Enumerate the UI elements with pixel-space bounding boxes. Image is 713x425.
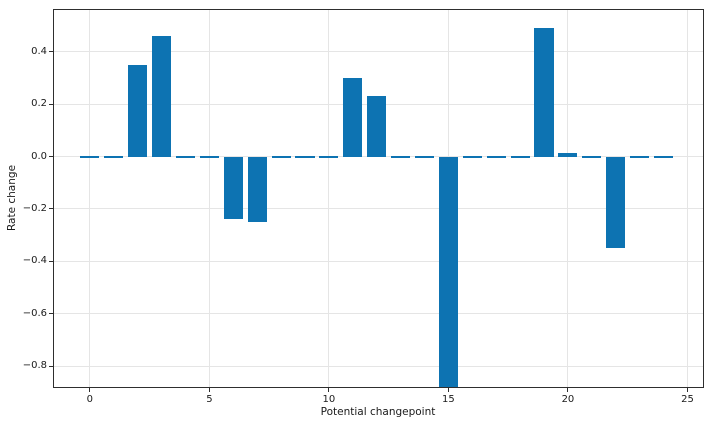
y-tick-label: 0.2 bbox=[31, 98, 47, 110]
bar bbox=[606, 156, 626, 249]
bar bbox=[558, 152, 578, 157]
bar bbox=[247, 156, 267, 223]
zero-bar bbox=[462, 155, 482, 158]
v-gridline bbox=[567, 10, 569, 387]
y-tick bbox=[49, 156, 53, 158]
x-tick bbox=[567, 388, 569, 392]
x-tick-label: 15 bbox=[442, 394, 455, 405]
v-gridline bbox=[328, 10, 330, 387]
bar bbox=[223, 156, 243, 220]
x-tick-label: 25 bbox=[681, 394, 694, 405]
h-gridline bbox=[54, 260, 703, 262]
h-gridline bbox=[54, 156, 703, 158]
x-tick bbox=[447, 388, 449, 392]
plot-area bbox=[53, 9, 704, 388]
h-gridline bbox=[54, 51, 703, 53]
y-tick-label: 0.0 bbox=[31, 150, 47, 162]
zero-bar bbox=[510, 155, 530, 158]
v-gridline bbox=[208, 10, 210, 387]
x-tick-label: 5 bbox=[206, 394, 213, 405]
bar bbox=[343, 78, 363, 157]
y-axis-label: Rate change bbox=[6, 164, 18, 232]
h-gridline bbox=[54, 365, 703, 367]
h-gridline bbox=[54, 313, 703, 315]
y-tick bbox=[49, 51, 53, 53]
v-gridline bbox=[686, 10, 688, 387]
zero-bar bbox=[653, 155, 674, 158]
y-tick bbox=[49, 260, 53, 262]
y-tick-label: −0.6 bbox=[22, 307, 47, 319]
x-tick-label: 0 bbox=[86, 394, 94, 405]
x-tick-label: 10 bbox=[322, 394, 336, 405]
zero-bar bbox=[486, 155, 506, 158]
y-tick bbox=[49, 103, 53, 105]
zero-bar bbox=[319, 155, 339, 158]
zero-bar bbox=[104, 155, 124, 158]
zero-bar bbox=[414, 155, 435, 158]
bar bbox=[152, 36, 172, 157]
x-tick bbox=[686, 388, 688, 392]
zero-bar bbox=[391, 155, 411, 158]
zero-bar bbox=[175, 155, 196, 158]
y-tick-label: −0.2 bbox=[22, 202, 47, 214]
zero-bar bbox=[295, 155, 315, 158]
x-tick bbox=[89, 388, 91, 392]
zero-bar bbox=[80, 155, 100, 158]
y-tick-label: −0.8 bbox=[22, 360, 47, 372]
y-tick bbox=[49, 313, 53, 315]
bar bbox=[128, 64, 148, 157]
y-tick bbox=[49, 365, 53, 367]
h-gridline bbox=[54, 208, 703, 210]
zero-bar bbox=[271, 155, 291, 158]
x-tick bbox=[328, 388, 330, 392]
zero-bar bbox=[630, 155, 650, 158]
y-tick bbox=[49, 208, 53, 210]
x-axis-label: Potential changepoint bbox=[320, 406, 436, 418]
x-tick bbox=[208, 388, 210, 392]
zero-bar bbox=[582, 155, 602, 158]
v-gridline bbox=[89, 10, 91, 387]
bar bbox=[438, 156, 458, 387]
x-tick-label: 20 bbox=[561, 394, 575, 405]
y-tick-label: −0.4 bbox=[22, 255, 47, 267]
zero-bar bbox=[199, 155, 219, 158]
bar bbox=[367, 96, 387, 157]
bar bbox=[534, 28, 554, 157]
y-tick-label: 0.4 bbox=[31, 45, 47, 57]
